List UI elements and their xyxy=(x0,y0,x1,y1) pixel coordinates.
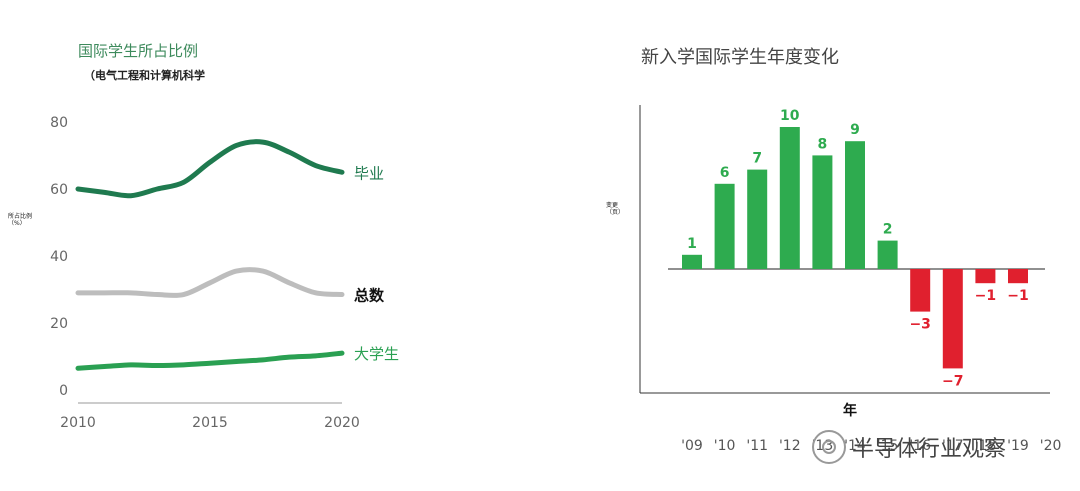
series-line xyxy=(75,267,345,298)
series-label: 总数 xyxy=(354,287,385,305)
x-tick-label: 2010 xyxy=(60,415,96,431)
wechat-icon xyxy=(812,430,846,464)
bar xyxy=(812,155,833,269)
x-tick-label: '15 xyxy=(877,438,899,454)
bar-data-label: 9 xyxy=(850,122,860,138)
bar xyxy=(714,183,735,269)
x-tick-label: '17 xyxy=(942,438,964,454)
bar-data-label: 6 xyxy=(720,165,730,181)
bar xyxy=(747,169,768,269)
watermark: 半导体行业观察 xyxy=(812,430,1006,464)
y-tick-label: 80 xyxy=(50,115,68,131)
series-line xyxy=(75,139,345,199)
x-tick-label: '14 xyxy=(844,438,866,454)
x-tick-label: '20 xyxy=(1040,438,1062,454)
bar xyxy=(910,269,931,312)
bar xyxy=(975,269,996,284)
x-tick-label: '12 xyxy=(779,438,801,454)
bar xyxy=(877,240,898,269)
bar xyxy=(1008,269,1028,284)
y-tick-label: 0 xyxy=(59,383,68,399)
x-tick-label: '09 xyxy=(681,438,703,454)
x-tick-label: '10 xyxy=(714,438,736,454)
bar-data-label: 7 xyxy=(752,151,762,167)
series-label: 毕业 xyxy=(354,164,384,182)
bar-data-label: −3 xyxy=(909,317,930,333)
bar xyxy=(682,254,702,269)
x-tick-label: 2020 xyxy=(324,415,360,431)
bar-data-label: 10 xyxy=(780,108,800,124)
bar-data-label: −1 xyxy=(1007,288,1028,304)
bar-data-label: 8 xyxy=(818,136,828,152)
bar-data-label: 2 xyxy=(883,222,893,238)
right-y-axis-label: 变更（页） xyxy=(606,202,625,216)
bar xyxy=(942,269,963,369)
series-line xyxy=(75,350,345,371)
x-tick-label: 2015 xyxy=(192,415,228,431)
x-tick-label: '19 xyxy=(1007,438,1029,454)
y-tick-label: 60 xyxy=(50,182,68,198)
x-tick-label: '18 xyxy=(975,438,997,454)
bar-data-label: −1 xyxy=(975,288,996,304)
x-tick-label: '16 xyxy=(909,438,931,454)
bar xyxy=(845,141,865,269)
x-axis-title: 年 xyxy=(843,402,857,419)
bar-data-label: 1 xyxy=(687,236,697,252)
y-tick-label: 20 xyxy=(50,316,68,332)
watermark-text: 半导体行业观察 xyxy=(852,437,1007,462)
y-tick-label: 40 xyxy=(50,249,68,265)
left-y-axis-label: 所占比例（%） xyxy=(8,213,33,227)
right-chart-title: 新入学国际学生年度变化 xyxy=(641,47,839,68)
bar-data-label: −7 xyxy=(942,373,963,389)
left-chart-subtitle: （电气工程和计算机科学 xyxy=(84,69,205,82)
bar xyxy=(779,127,800,269)
series-label: 大学生 xyxy=(354,345,399,363)
left-chart-title: 国际学生所占比例 xyxy=(78,42,199,60)
x-tick-label: '11 xyxy=(746,438,768,454)
